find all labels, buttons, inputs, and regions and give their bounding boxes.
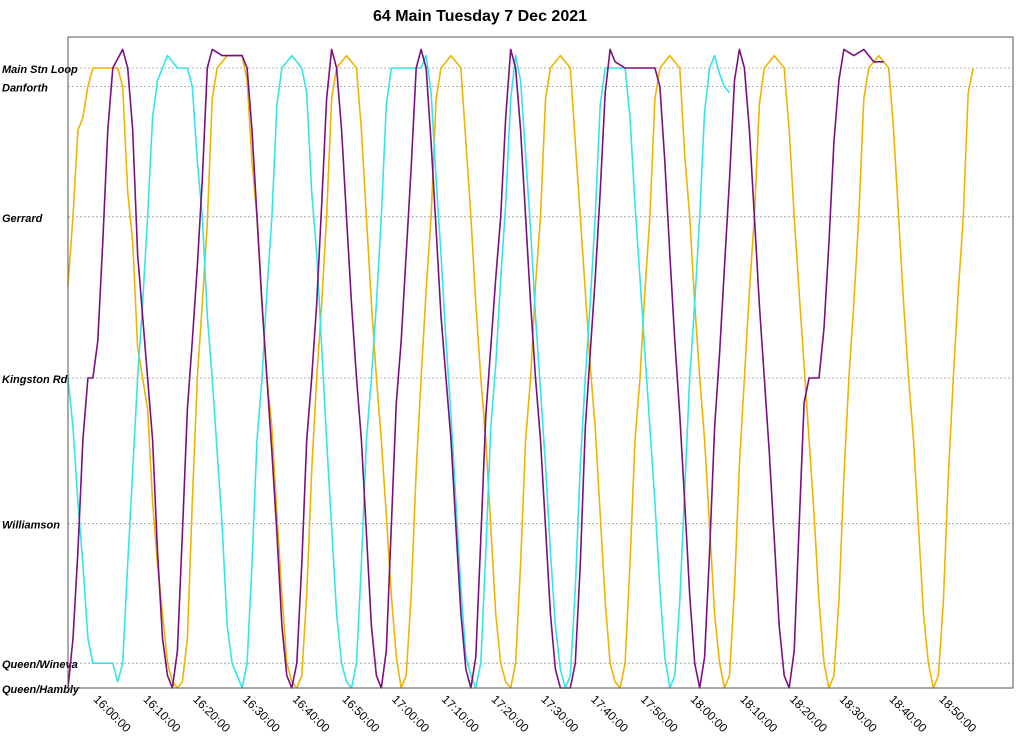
x-tick-label: 16:40:00 xyxy=(290,692,333,735)
vehicle-traces xyxy=(67,48,974,689)
stop-label: Gerrard xyxy=(2,213,43,225)
chart-title: 64 Main Tuesday 7 Dec 2021 xyxy=(373,8,587,25)
x-tick-label: 17:20:00 xyxy=(489,692,532,735)
x-tick-label: 16:00:00 xyxy=(91,692,134,735)
stop-label: Main Stn Loop xyxy=(2,64,78,76)
x-tick-label: 16:30:00 xyxy=(240,692,283,735)
stop-label: Danforth xyxy=(2,83,48,95)
x-tick-label: 17:30:00 xyxy=(538,692,581,735)
x-tick-label: 18:20:00 xyxy=(787,692,830,735)
x-tick-label: 17:40:00 xyxy=(588,692,631,735)
stop-label: Williamson xyxy=(2,520,60,532)
vehicle-trace-2 xyxy=(67,54,731,689)
vehicle-trace-3 xyxy=(67,48,884,689)
x-tick-label: 16:50:00 xyxy=(339,692,382,735)
x-tick-label: 18:10:00 xyxy=(737,692,780,735)
x-tick-label: 17:10:00 xyxy=(439,692,482,735)
stop-label: Queen/Wineva xyxy=(2,659,78,671)
stop-labels: Main Stn Loop Danforth Gerrard Kingston Rd W… xyxy=(2,64,80,696)
x-tick-label: 18:50:00 xyxy=(936,692,979,735)
plot-frame xyxy=(67,36,1014,689)
stop-label: Kingston Rd xyxy=(2,374,68,386)
vehicle-trace-1 xyxy=(67,54,974,689)
x-axis-ticks: 16:00:00 16:10:00 16:20:00 16:30:00 16:40:00… xyxy=(91,692,980,735)
stop-label: Queen/Hambly xyxy=(2,684,80,696)
x-tick-label: 18:30:00 xyxy=(837,692,880,735)
x-tick-label: 16:10:00 xyxy=(140,692,183,735)
x-tick-label: 17:50:00 xyxy=(638,692,681,735)
x-tick-label: 16:20:00 xyxy=(190,692,233,735)
x-tick-label: 17:00:00 xyxy=(389,692,432,735)
x-tick-label: 18:00:00 xyxy=(688,692,731,735)
x-tick-label: 18:40:00 xyxy=(887,692,930,735)
